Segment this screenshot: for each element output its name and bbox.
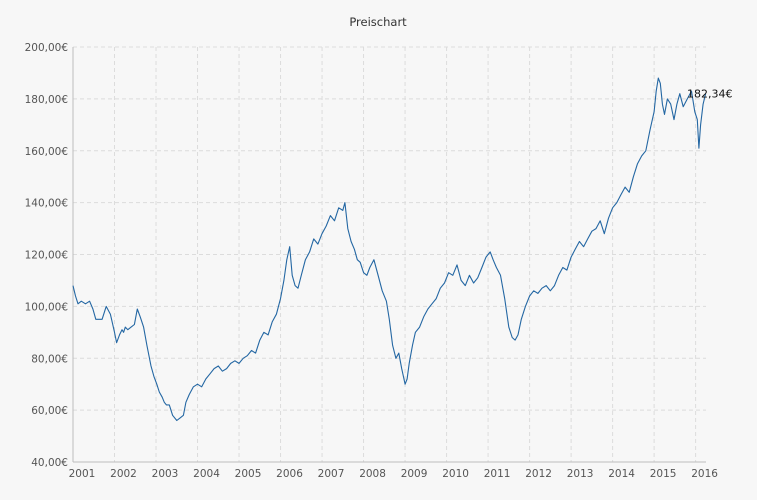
label-layer: 182,34€ (687, 88, 733, 101)
y-tick-label: 100,00€ (25, 301, 68, 313)
grid-layer (73, 46, 706, 462)
x-tick-label: 2010 (442, 468, 469, 480)
axis-layer: 40,00€ 60,00€ 80,00€ 100,00€ 120,00€ 140,00€ 1… (25, 42, 719, 480)
y-tick-label: 80,00€ (31, 353, 68, 365)
x-tick-label: 2016 (691, 468, 718, 480)
price-line (72, 77, 707, 422)
x-tick-label: 2007 (318, 468, 345, 480)
x-tick-label: 2009 (401, 468, 428, 480)
x-tick-label: 2013 (567, 468, 594, 480)
x-tick-label: 2001 (69, 468, 96, 480)
x-tick-label: 2002 (110, 468, 137, 480)
y-tick-label: 60,00€ (31, 405, 68, 417)
last-value-label: 182,34€ (687, 88, 733, 101)
x-tick-label: 2008 (359, 468, 386, 480)
y-tick-label: 140,00€ (25, 198, 68, 210)
x-tick-label: 2011 (484, 468, 511, 480)
series-layer (72, 77, 707, 422)
y-tick-label: 40,00€ (31, 457, 68, 469)
x-tick-label: 2006 (276, 468, 303, 480)
chart-title: Preischart (349, 15, 407, 29)
x-tick-label: 2005 (235, 468, 262, 480)
y-tick-label: 120,00€ (25, 250, 68, 262)
y-tick-label: 180,00€ (25, 94, 68, 106)
x-tick-label: 2014 (608, 468, 635, 480)
y-tick-label: 200,00€ (25, 42, 68, 54)
x-tick-label: 2012 (525, 468, 552, 480)
x-tick-label: 2004 (193, 468, 220, 480)
y-tick-label: 160,00€ (25, 146, 68, 158)
x-tick-label: 2003 (152, 468, 179, 480)
x-tick-label: 2015 (650, 468, 677, 480)
